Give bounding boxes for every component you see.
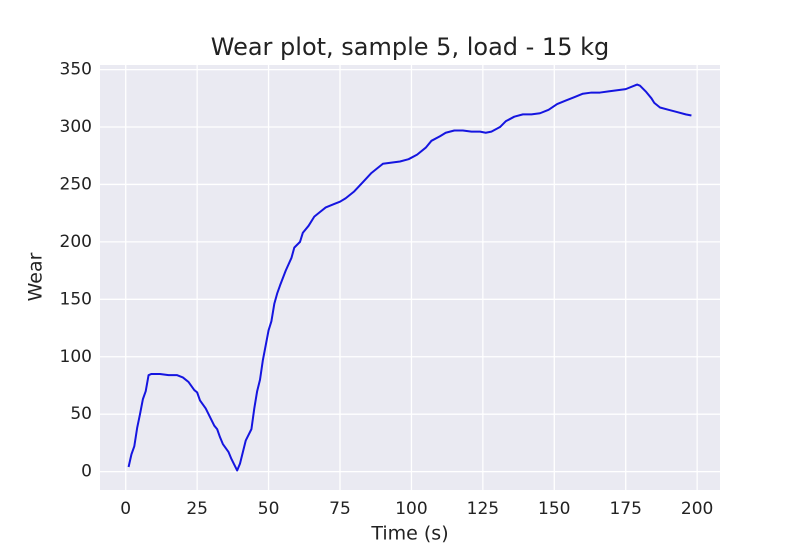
y-axis-label: Wear	[25, 252, 47, 301]
x-tick-label: 0	[120, 499, 131, 519]
chart-title: Wear plot, sample 5, load - 15 kg	[211, 33, 609, 61]
x-tick-label: 50	[258, 499, 280, 519]
y-tick-label: 150	[60, 289, 92, 309]
y-tick-label: 0	[81, 462, 92, 482]
y-tick-label: 250	[60, 174, 92, 194]
x-tick-label: 75	[329, 499, 351, 519]
y-tick-label: 100	[60, 347, 92, 367]
x-tick-label: 100	[395, 499, 427, 519]
x-tick-label: 150	[538, 499, 570, 519]
y-tick-label: 350	[60, 60, 92, 80]
x-tick-label: 125	[467, 499, 499, 519]
plot-area	[100, 65, 720, 490]
x-tick-label: 200	[681, 499, 713, 519]
x-tick-label: 25	[186, 499, 208, 519]
y-tick-label: 200	[60, 232, 92, 252]
data-line	[127, 83, 692, 472]
x-tick-label: 175	[609, 499, 641, 519]
x-axis-label: Time (s)	[370, 523, 448, 545]
y-tick-label: 300	[60, 117, 92, 137]
y-tick-label: 50	[70, 404, 92, 424]
